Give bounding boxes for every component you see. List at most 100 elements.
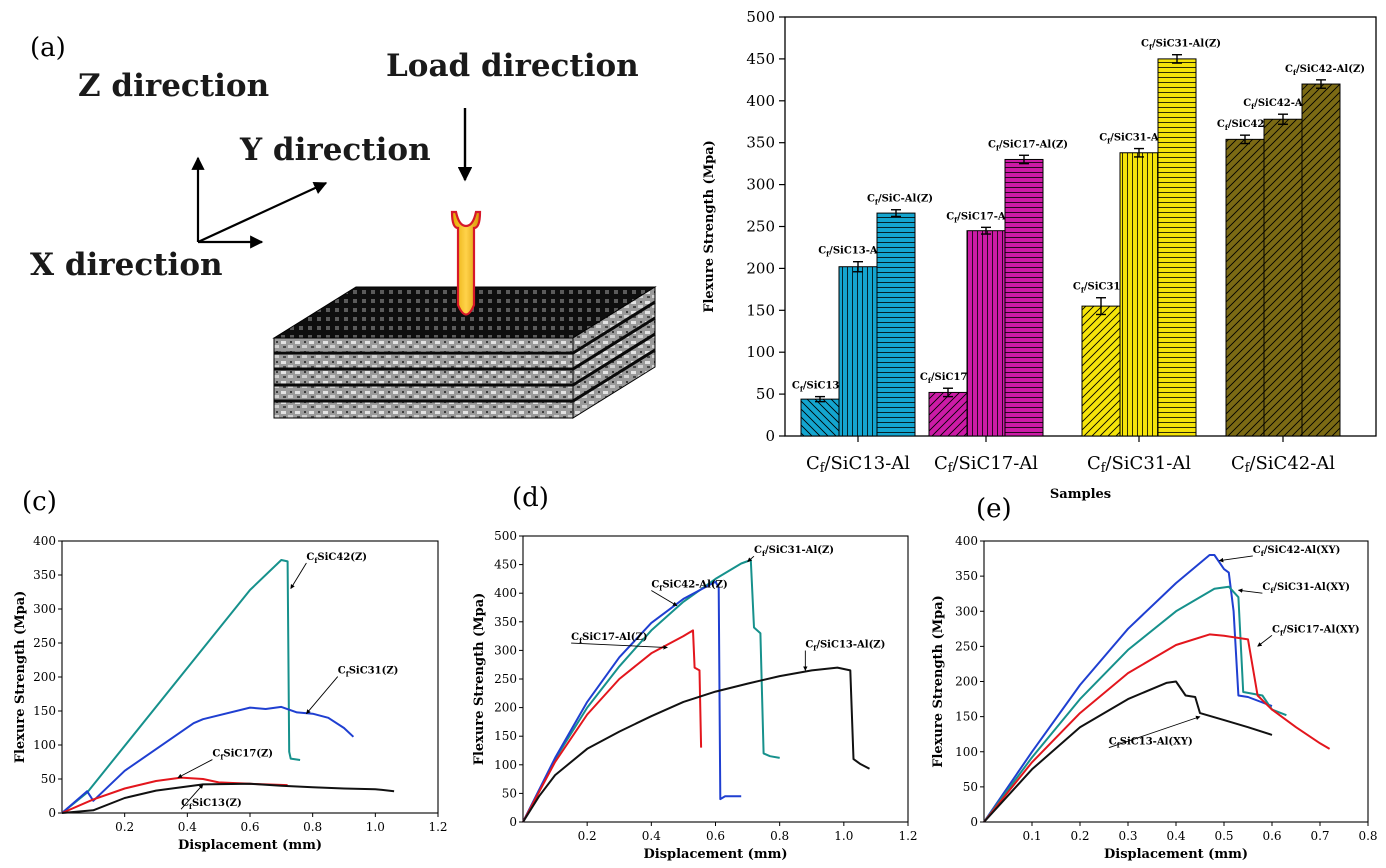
annotation-arrow [651, 590, 678, 607]
y-tick-label: 100 [33, 738, 56, 752]
punch-icon [450, 210, 482, 316]
y-tick-label: 400 [955, 534, 978, 548]
x-tick-label: 0.7 [1310, 829, 1329, 843]
y-tick-label: 450 [746, 50, 775, 68]
y-tick-label: 0 [48, 806, 56, 820]
x-tick-label: 0.3 [1118, 829, 1137, 843]
y-direction-label: Y direction [239, 132, 431, 168]
chart-c-frame [61, 540, 439, 814]
annotation-arrow [1108, 715, 1201, 749]
bar-hatch [929, 392, 967, 436]
y-tick-label: 50 [41, 772, 56, 786]
series-label: Cf/SiC13-Al(Z) [805, 640, 885, 653]
load-direction-label: Load direction [386, 48, 639, 84]
chart-c-letter: (c) [22, 487, 57, 517]
x-tick-label: 1.2 [898, 829, 917, 843]
x-tick-label: 0.8 [1358, 829, 1377, 843]
y-tick-label: 300 [746, 176, 775, 194]
series-line [522, 580, 742, 823]
y-tick-label: 350 [955, 569, 978, 583]
series-line [983, 680, 1273, 823]
bar-label: Cf/SiC-Al(Z) [867, 194, 933, 207]
axes-arrows-icon [191, 156, 328, 249]
chart-e-xlabel: Displacement (mm) [1104, 847, 1248, 862]
panel-a-letter: (a) [30, 33, 66, 63]
series-label: Cf/SiC31-Al(Z) [754, 545, 834, 558]
series-label: CfSiC17(Z) [212, 749, 273, 762]
chart-b-ylabel: Flexure Strength (Mpa) [702, 140, 717, 313]
annotation-arrow [177, 759, 213, 779]
series-label: Cf/SiC17-Al(XY) [1272, 624, 1360, 637]
bar-hatch [1158, 58, 1196, 437]
bar-hatch [1264, 119, 1302, 437]
y-tick-label: 350 [494, 615, 517, 629]
y-tick-label: 50 [502, 786, 517, 800]
y-tick-label: 500 [746, 8, 775, 26]
y-tick-label: 300 [494, 643, 517, 657]
x-tick-label: 0.8 [303, 820, 322, 834]
x-tick-label: 0.4 [642, 829, 661, 843]
x-direction-label: X direction [30, 247, 223, 283]
category-label: Cf/SiC13-Al [806, 453, 910, 475]
series-label: CfSiC31(Z) [338, 666, 399, 679]
bar-hatch [967, 230, 1005, 436]
y-tick-label: 200 [33, 670, 56, 684]
chart-b: 0 50 100 150 200 250 300 350 400 450 500 Flexure St… [702, 8, 1377, 502]
x-tick-label: 0.6 [240, 820, 259, 834]
x-tick-label: 1.0 [834, 829, 853, 843]
y-tick-label: 250 [955, 639, 978, 653]
bar-label: Cf/SiC42-Al(Z) [1285, 64, 1365, 77]
series-label: CfSiC13(Z) [181, 798, 242, 811]
bar-label: Cf/SiC13(Z) [792, 381, 856, 394]
bar-label: Cf/SiC17(Z) [920, 372, 984, 385]
category-label: Cf/SiC17-Al [934, 453, 1038, 475]
chart-d: (d) 0 50 100 150 200 250 300 350 400 450 500 0.2 0.4 0… [472, 483, 918, 862]
annotation-arrow [747, 555, 755, 563]
annotation-arrow [1257, 634, 1273, 647]
category-label: Cf/SiC31-Al [1087, 453, 1191, 475]
x-tick-label: 0.1 [1022, 829, 1041, 843]
y-tick-label: 50 [756, 385, 775, 403]
bar-label: Cf/SiC31-Al(Z) [1141, 39, 1221, 52]
y-tick-label: 350 [33, 568, 56, 582]
chart-d-ylabel: Flexure Strength (Mpa) [472, 593, 487, 766]
bar-hatch [1082, 306, 1120, 436]
bar-label: Cf/SiC17-Al(XY) [946, 211, 1034, 224]
y-tick-label: 100 [746, 343, 775, 361]
y-tick-label: 200 [746, 259, 775, 277]
x-tick-label: 0.6 [1262, 829, 1281, 843]
y-tick-label: 0 [509, 815, 517, 829]
bar-label: Cf/SiC42-Al(XY) [1243, 98, 1331, 111]
bar-hatch [877, 213, 915, 436]
x-tick-label: 0.2 [115, 820, 134, 834]
series-line [522, 666, 870, 823]
y-tick-label: 150 [33, 704, 56, 718]
series-label: Cf/SiC42-Al(XY) [1253, 545, 1341, 558]
y-tick-label: 200 [494, 701, 517, 715]
x-tick-label: 0.4 [1166, 829, 1185, 843]
annotation-arrow [290, 562, 307, 589]
series-label: CfSiC42-Al(Z) [651, 579, 727, 592]
y-tick-label: 400 [33, 534, 56, 548]
chart-e-ylabel: Flexure Strength (Mpa) [931, 595, 946, 768]
x-tick-label: 0.2 [1070, 829, 1089, 843]
series-label: CfSiC13-Al(XY) [1109, 737, 1193, 750]
y-tick-label: 350 [746, 134, 775, 152]
bar-label: Cf/SiC13-Al(XY) [818, 246, 906, 259]
x-tick-label: 0.4 [178, 820, 197, 834]
x-tick-label: 1.0 [366, 820, 385, 834]
chart-c: (c) 0 50 100 150 200 250 300 350 400 0.2 0.4 0.6 0.8 1… [13, 487, 448, 853]
series-label: CfSiC17-Al(Z) [571, 632, 647, 645]
y-tick-label: 450 [494, 558, 517, 572]
y-tick-label: 150 [746, 301, 775, 319]
series-line [522, 559, 780, 823]
series-line [61, 705, 355, 814]
y-tick-label: 300 [33, 602, 56, 616]
y-tick-label: 150 [955, 710, 978, 724]
series-line [61, 782, 395, 814]
z-direction-label: Z direction [78, 68, 269, 104]
y-tick-label: 400 [746, 92, 775, 110]
y-tick-label: 100 [494, 758, 517, 772]
y-tick-label: 0 [765, 427, 775, 445]
